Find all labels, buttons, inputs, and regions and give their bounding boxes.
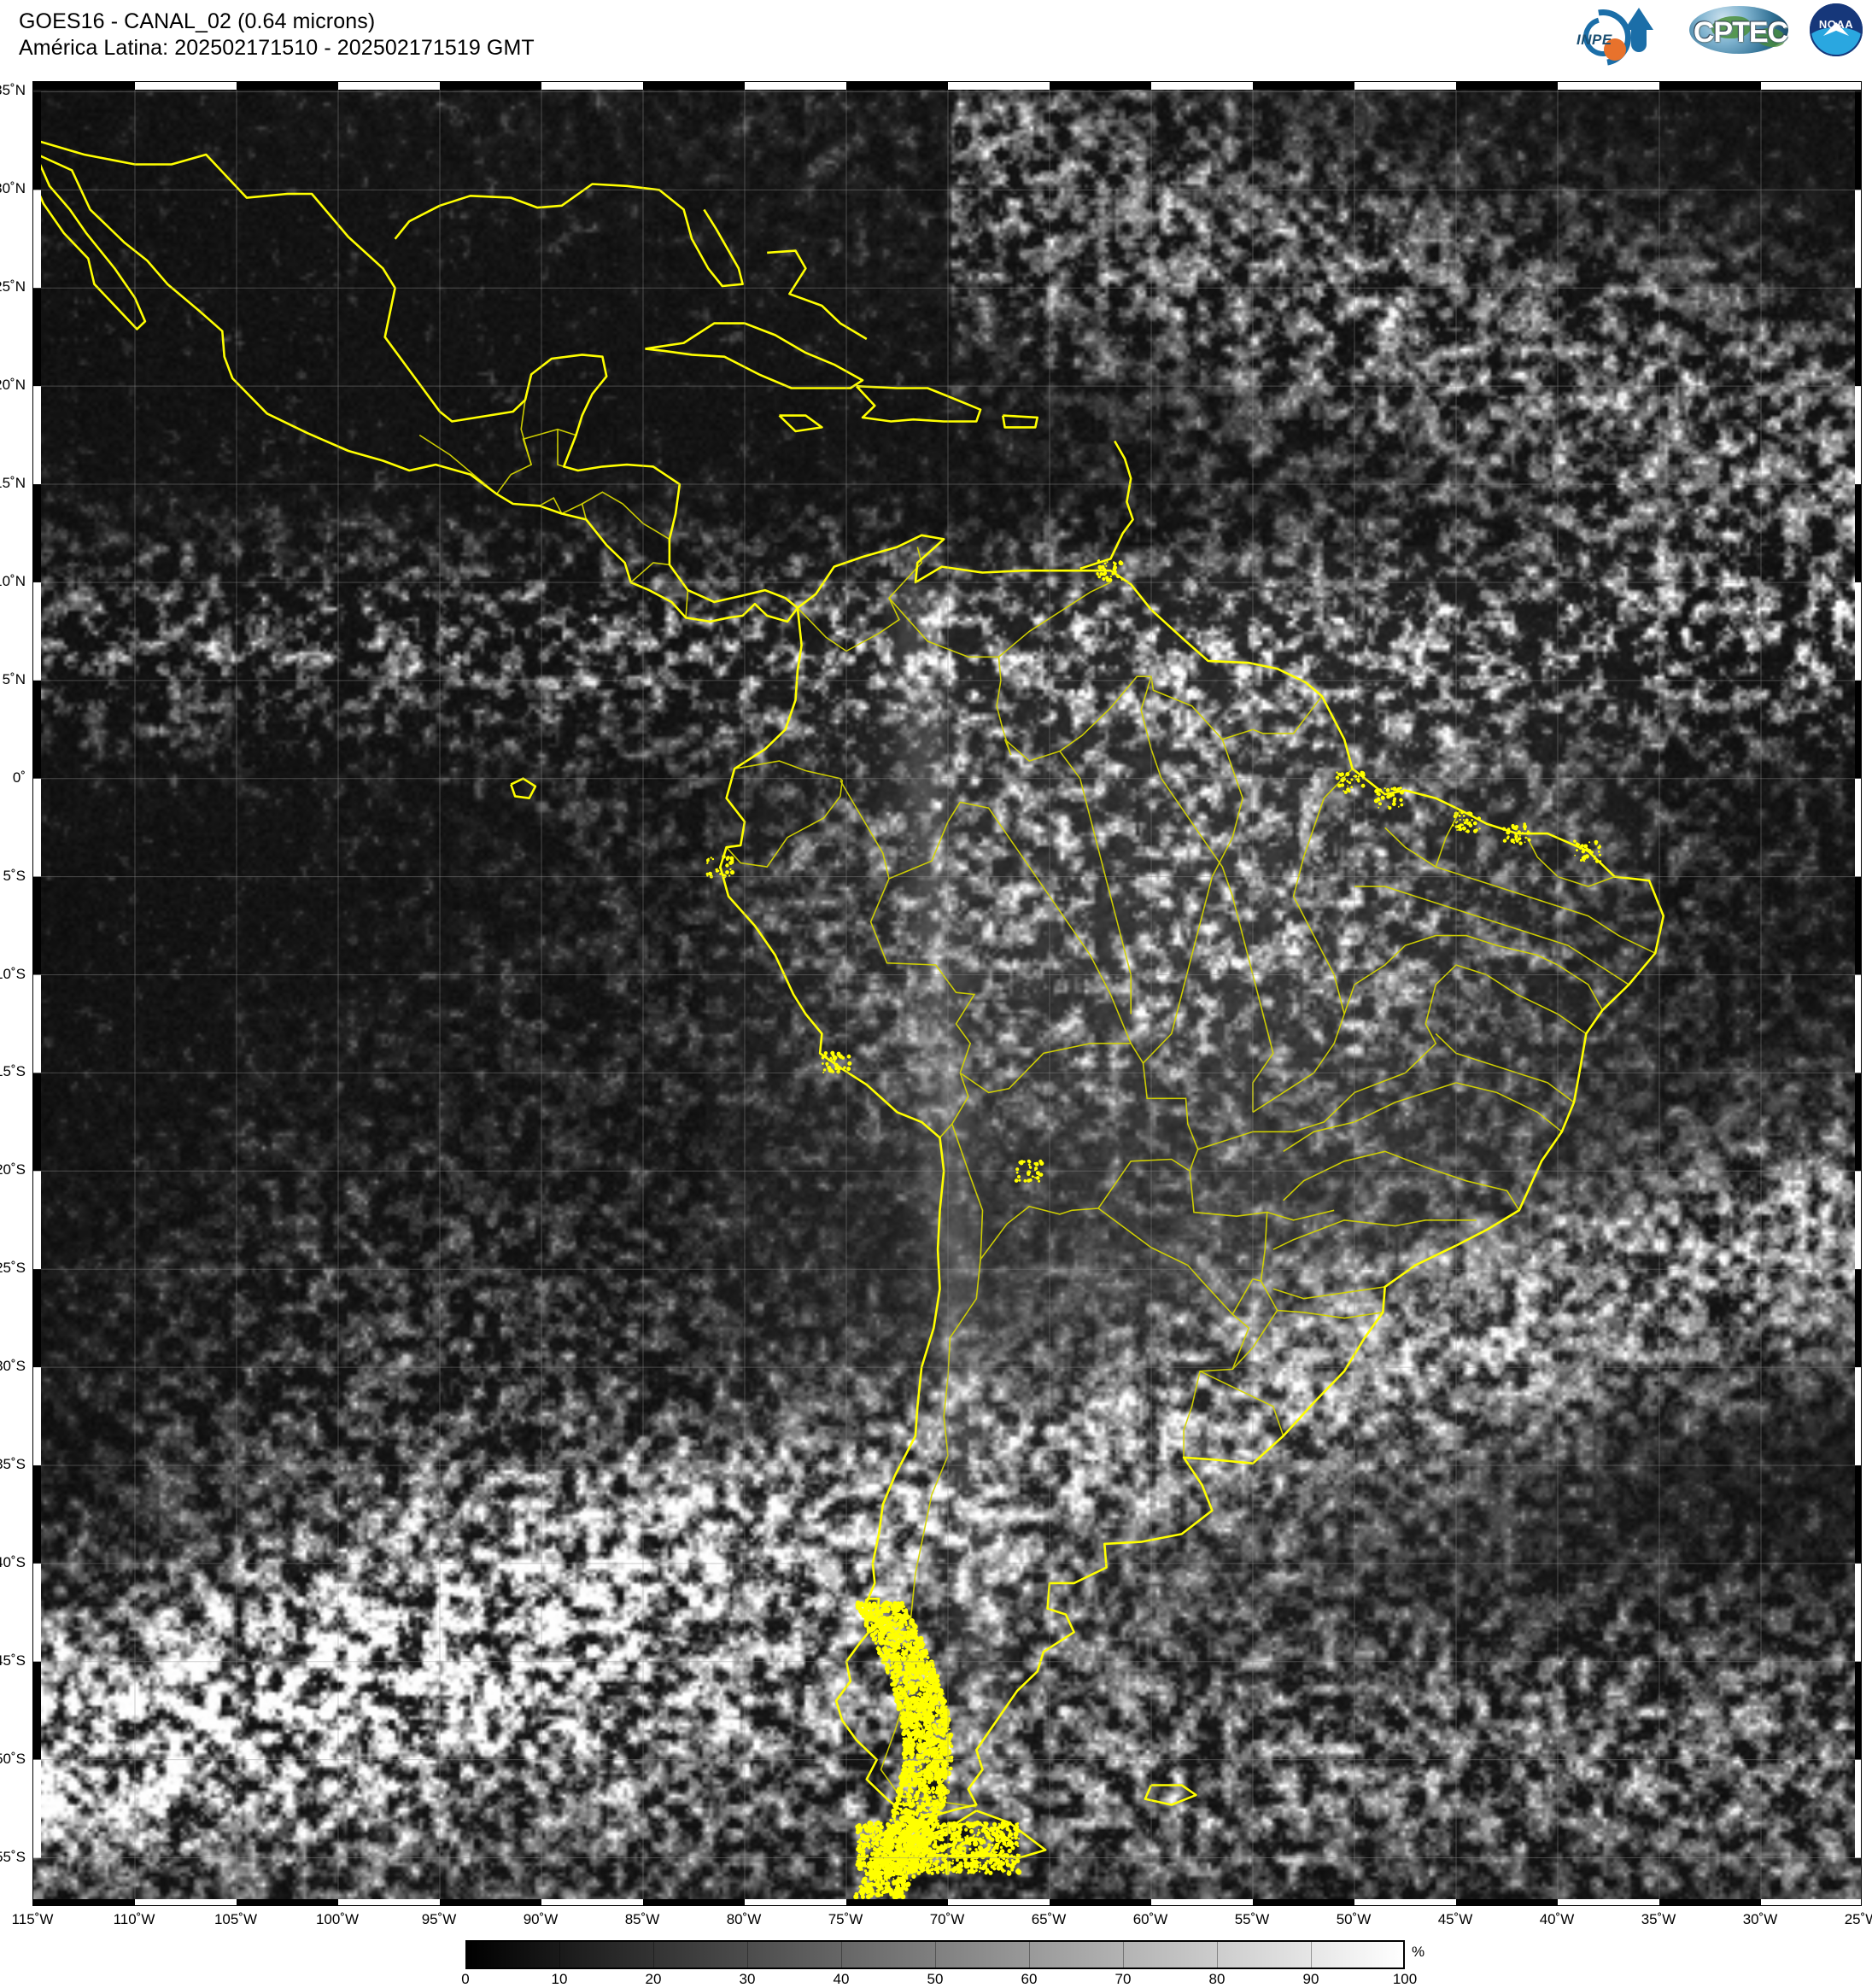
lon-tick-label: 115˚W	[11, 1911, 54, 1927]
colorbar-tick-label: 60	[1021, 1971, 1038, 1987]
inpe-orange-dot-icon	[1604, 38, 1626, 61]
inpe-arrow-icon	[1624, 8, 1653, 30]
colorbar-unit-label: %	[1412, 1944, 1425, 1960]
lat-tick-label: 35˚S	[0, 1455, 26, 1472]
inpe-arrow-tail-icon	[1631, 28, 1647, 52]
lat-tick-label: 15˚N	[0, 475, 26, 492]
lat-tick-label: 30˚N	[0, 180, 26, 197]
lon-tick-label: 90˚W	[523, 1911, 559, 1927]
lat-tick-label: 10˚S	[0, 965, 26, 982]
noaa-ring-icon	[1810, 3, 1863, 56]
cptec-landmass-icon	[1711, 16, 1751, 38]
colorbar-tick-label: 80	[1208, 1971, 1226, 1987]
cptec-globe-icon	[1689, 6, 1788, 54]
colorbar-tick	[1029, 1942, 1030, 1968]
lat-tick-label: 45˚S	[0, 1652, 26, 1669]
colorbar-tick-label: 70	[1114, 1971, 1132, 1987]
colorbar-tick-label: 0	[461, 1971, 470, 1987]
colorbar-tick	[653, 1942, 654, 1968]
lon-tick-label: 25˚W	[1844, 1911, 1872, 1927]
lat-tick-label: 5˚N	[2, 670, 26, 687]
colorbar-tick	[747, 1942, 748, 1968]
colorbar-tick-label: 20	[645, 1971, 662, 1987]
lon-tick-label: 65˚W	[1031, 1911, 1067, 1927]
header-bar: GOES16 - CANAL_02 (0.64 microns) América…	[0, 0, 1872, 81]
lat-tick-label: 25˚S	[0, 1260, 26, 1277]
colorbar-tick-label: 40	[833, 1971, 850, 1987]
lat-tick-label: 15˚S	[0, 1063, 26, 1080]
colorbar-tick	[1217, 1942, 1218, 1968]
lat-tick-label: 35˚N	[0, 82, 26, 99]
lon-tick-label: 100˚W	[315, 1911, 360, 1927]
noaa-logo-text: NOAA	[1818, 18, 1854, 31]
colorbar-tick-label: 90	[1302, 1971, 1319, 1987]
logo-group: INPE CPTEC NOAA	[1564, 0, 1865, 77]
colorbar-gradient	[465, 1940, 1405, 1969]
lon-tick-label: 70˚W	[929, 1911, 965, 1927]
lon-tick-label: 35˚W	[1641, 1911, 1676, 1927]
colorbar-tick	[1311, 1942, 1312, 1968]
lon-tick-label: 80˚W	[726, 1911, 762, 1927]
lat-tick-label: 30˚S	[0, 1358, 26, 1375]
lon-tick-label: 75˚W	[828, 1911, 863, 1927]
lon-tick-label: 110˚W	[113, 1911, 155, 1927]
colorbar-tick-label: 100	[1392, 1971, 1418, 1987]
lat-tick-label: 20˚N	[0, 377, 26, 394]
lon-tick-label: 105˚W	[214, 1911, 258, 1927]
lat-tick-label: 25˚N	[0, 278, 26, 295]
lat-tick-label: 10˚N	[0, 572, 26, 589]
colorbar-panel: % 0 10 20 30 40 50 60 70 80 90 100	[461, 1940, 1424, 1987]
satellite-raster	[33, 82, 1861, 1905]
cptec-logo: CPTEC	[1681, 3, 1800, 57]
colorbar-tick-label: 10	[551, 1971, 568, 1987]
colorbar-tick	[1123, 1942, 1124, 1968]
inpe-logo-text: INPE	[1577, 32, 1612, 48]
lon-tick-label: 50˚W	[1336, 1911, 1372, 1927]
lon-tick-label: 60˚W	[1132, 1911, 1168, 1927]
lat-tick-label: 50˚S	[0, 1750, 26, 1767]
lon-tick-label: 45˚W	[1437, 1911, 1473, 1927]
lon-tick-label: 40˚W	[1539, 1911, 1575, 1927]
product-title: GOES16 - CANAL_02 (0.64 microns)	[19, 9, 376, 33]
lat-tick-label: 20˚S	[0, 1161, 26, 1178]
lat-tick-label: 5˚S	[3, 867, 26, 884]
lon-tick-label: 95˚W	[421, 1911, 457, 1927]
colorbar-tick	[841, 1942, 842, 1968]
colorbar-tick	[559, 1942, 560, 1968]
lat-tick-label: 0˚	[12, 769, 26, 786]
cptec-landmass2-icon	[1756, 28, 1785, 47]
colorbar-tick-label: 30	[739, 1971, 756, 1987]
lon-tick-label: 30˚W	[1742, 1911, 1778, 1927]
lon-tick-label: 55˚W	[1234, 1911, 1270, 1927]
lon-tick-label: 85˚W	[624, 1911, 660, 1927]
lat-tick-label: 40˚S	[0, 1553, 26, 1570]
colorbar-tick-label: 50	[927, 1971, 944, 1987]
satellite-image-panel[interactable]	[32, 81, 1862, 1906]
noaa-logo: NOAA	[1809, 3, 1865, 57]
lat-tick-label: 55˚S	[0, 1848, 26, 1865]
colorbar-tick	[935, 1942, 936, 1968]
title-block: GOES16 - CANAL_02 (0.64 microns) América…	[19, 9, 535, 61]
product-subtitle: América Latina: 202502171510 - 202502171…	[19, 36, 535, 60]
inpe-logo: INPE	[1564, 0, 1672, 77]
cptec-logo-text: CPTEC	[1693, 16, 1788, 49]
